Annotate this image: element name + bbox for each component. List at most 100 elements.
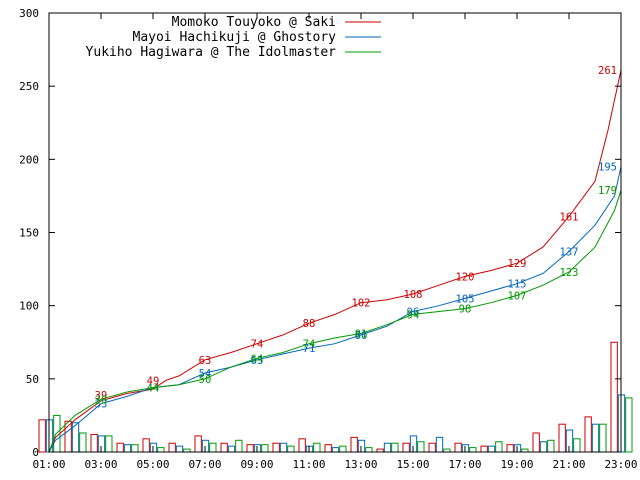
data-label: 44	[147, 383, 160, 395]
data-label: 129	[508, 258, 527, 270]
hourly-bar	[487, 445, 496, 453]
hourly-bar	[168, 442, 176, 453]
data-label: 50	[199, 374, 212, 386]
data-label: 74	[303, 339, 316, 351]
hourly-bar	[625, 397, 633, 453]
hourly-bar	[279, 442, 288, 453]
x-tick-label: 05:00	[136, 458, 169, 471]
hourly-bar	[480, 445, 488, 453]
y-tick-label: 0	[32, 446, 39, 459]
data-label: 98	[459, 304, 472, 316]
hourly-bar	[339, 445, 347, 453]
hourly-bar	[591, 423, 600, 453]
data-label: 195	[598, 162, 617, 174]
data-label: 49	[147, 375, 160, 387]
hourly-bar	[417, 441, 425, 453]
data-label: 64	[251, 353, 264, 365]
x-tick-label: 09:00	[240, 458, 273, 471]
data-label: 102	[352, 298, 371, 310]
legend-label: Yukiho Hagiwara @ The Idolmaster	[86, 45, 337, 60]
hourly-bar	[246, 444, 254, 453]
data-label: 63	[251, 355, 264, 367]
y-tick-label: 50	[26, 373, 39, 386]
hourly-bar	[402, 442, 410, 453]
hourly-bar	[610, 341, 618, 453]
data-label: 44	[147, 383, 160, 395]
data-label: 71	[303, 343, 316, 355]
hourly-bar	[350, 436, 358, 453]
hourly-bar	[142, 438, 150, 453]
hourly-bar	[220, 442, 228, 453]
hourly-bar	[506, 444, 514, 453]
data-labels: 3949637488102108120129161261334454637180…	[95, 65, 617, 411]
hourly-bar	[547, 439, 555, 453]
y-tick-label: 200	[19, 153, 39, 166]
data-label: 39	[95, 390, 108, 402]
data-label: 81	[355, 328, 368, 340]
data-label: 36	[95, 394, 108, 406]
data-label: 88	[303, 318, 316, 330]
hourly-bars	[38, 341, 633, 453]
hourly-bar	[90, 433, 98, 453]
hourly-bar	[272, 442, 280, 453]
hourly-bar	[157, 447, 165, 453]
series-lines	[48, 69, 622, 453]
y-tick-label: 250	[19, 80, 39, 93]
x-tick-label: 19:00	[500, 458, 533, 471]
hourly-bar	[105, 435, 113, 453]
hourly-bar	[313, 442, 321, 453]
hourly-bar	[38, 419, 46, 453]
data-label: 80	[355, 330, 368, 342]
data-label: 123	[560, 267, 579, 279]
data-label: 137	[560, 247, 579, 259]
data-label: 261	[598, 65, 617, 77]
x-tick-label: 11:00	[292, 458, 325, 471]
data-label: 74	[251, 339, 264, 351]
data-label: 94	[407, 309, 420, 321]
data-label: 161	[560, 211, 579, 223]
hourly-bar	[116, 442, 124, 453]
data-label: 115	[508, 279, 527, 291]
y-tick-label: 300	[19, 7, 39, 20]
data-label: 179	[598, 185, 617, 197]
hourly-bar	[365, 447, 373, 453]
x-tick-label: 01:00	[32, 458, 65, 471]
x-tick-label: 23:00	[604, 458, 637, 471]
data-label: 54	[199, 368, 212, 380]
legend-label: Mayoi Hachikuji @ Ghostory	[133, 30, 337, 45]
x-tick-label: 13:00	[344, 458, 377, 471]
series-line-2	[48, 189, 622, 453]
data-label: 96	[407, 307, 420, 319]
hourly-bar	[331, 447, 340, 453]
hourly-bar	[454, 442, 462, 453]
hourly-bar	[532, 432, 540, 453]
x-tick-label: 17:00	[448, 458, 481, 471]
hourly-bar	[175, 445, 184, 453]
hourly-bar	[209, 442, 217, 453]
hourly-bar	[287, 445, 295, 453]
data-label: 108	[404, 289, 423, 301]
x-tick-label: 03:00	[84, 458, 117, 471]
data-label: 33	[95, 399, 108, 411]
hourly-bar	[235, 439, 243, 453]
axes: 0 50 100 150 200 250 300 01:00 03:00 05:00 07:00 09…	[19, 7, 637, 471]
hourly-bar	[558, 423, 566, 453]
data-label: 120	[456, 271, 475, 283]
hourly-bar	[391, 442, 399, 453]
series-line-0	[48, 69, 622, 453]
hourly-bar	[324, 444, 332, 453]
hourly-bar	[599, 423, 607, 453]
legend-label: Momoko Touyoko @ Saki	[172, 15, 336, 30]
hourly-bar	[131, 444, 139, 453]
hourly-bar	[495, 441, 503, 453]
x-tick-label: 15:00	[396, 458, 429, 471]
series-line-1	[48, 166, 622, 453]
y-tick-label: 150	[19, 227, 39, 240]
y-tick-label: 100	[19, 300, 39, 313]
data-label: 107	[508, 290, 527, 302]
hourly-bar	[261, 444, 269, 453]
data-label: 105	[456, 293, 475, 305]
hourly-bar	[383, 442, 392, 453]
